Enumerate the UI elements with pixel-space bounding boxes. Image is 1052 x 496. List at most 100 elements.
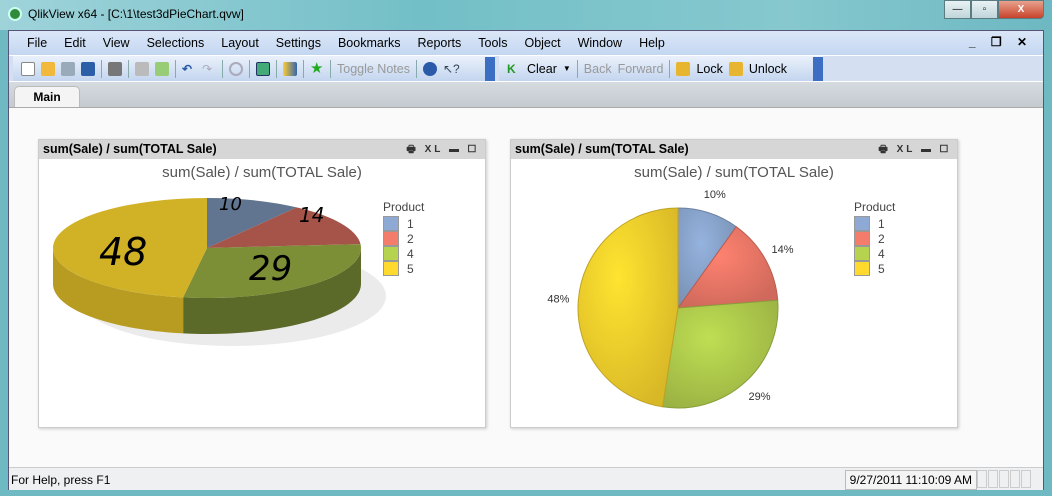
legend-item[interactable]: 4 xyxy=(854,246,895,261)
pie-slice-2[interactable] xyxy=(676,226,779,309)
pie-side-4 xyxy=(183,248,361,334)
legend-item[interactable]: 2 xyxy=(383,231,424,246)
legend-item[interactable]: 5 xyxy=(854,261,895,276)
chart-caption[interactable]: sum(Sale) / sum(TOTAL Sale) 🖶 XL ▬ ☐ xyxy=(511,140,957,159)
legend-item[interactable]: 2 xyxy=(854,231,895,246)
caption-text: sum(Sale) / sum(TOTAL Sale) xyxy=(515,142,689,156)
qlikview-app-icon xyxy=(8,7,22,21)
chart-caption[interactable]: sum(Sale) / sum(TOTAL Sale) 🖶 XL ▬ ☐ xyxy=(39,140,485,159)
chart-wizard-icon[interactable] xyxy=(283,61,297,76)
maximize-button[interactable]: ▫ xyxy=(971,0,998,19)
toggle-notes-button[interactable]: Toggle Notes xyxy=(337,61,410,76)
caption-icons[interactable]: 🖶 XL ▬ ☐ xyxy=(878,144,951,155)
handwritten-annotation: 29 xyxy=(249,249,292,289)
pie-slice-5[interactable] xyxy=(577,207,679,408)
menu-view[interactable]: View xyxy=(102,36,130,50)
menu-edit[interactable]: Edit xyxy=(64,36,86,50)
legend-item[interactable]: 1 xyxy=(383,216,424,231)
minimize-button[interactable]: — xyxy=(944,0,971,19)
legend-swatch xyxy=(383,231,399,246)
forward-button[interactable]: Forward xyxy=(617,61,664,76)
save-icon[interactable] xyxy=(81,61,95,76)
data-label: 48% xyxy=(547,294,569,306)
unlock-icon xyxy=(728,61,743,76)
reload-data-icon[interactable] xyxy=(155,61,169,76)
help-icon[interactable] xyxy=(422,61,437,76)
pie-slice-4[interactable] xyxy=(661,299,779,409)
chart-title: sum(Sale) / sum(TOTAL Sale) xyxy=(162,164,362,181)
legend-swatch xyxy=(854,246,870,261)
status-bar: For Help, press F1 9/27/2011 11:10:09 AM xyxy=(9,467,1043,490)
caption-icons[interactable]: 🖶 XL ▬ ☐ xyxy=(406,144,479,155)
legend-swatch xyxy=(383,261,399,276)
legend-label: 5 xyxy=(407,261,414,276)
legend-label: 1 xyxy=(878,216,885,231)
search-icon[interactable] xyxy=(229,61,243,76)
redo-icon[interactable]: ↷ xyxy=(202,61,213,76)
legend-swatch xyxy=(854,261,870,276)
unlock-button[interactable]: Unlock xyxy=(748,61,788,76)
legend-item[interactable]: 4 xyxy=(383,246,424,261)
legend-label: 2 xyxy=(878,231,885,246)
legend-label: 2 xyxy=(407,231,414,246)
lock-icon xyxy=(676,61,691,76)
menu-tools[interactable]: Tools xyxy=(478,36,508,50)
data-label: 29% xyxy=(748,391,770,403)
title-bar: QlikView x64 - [C:\1\test3dPieChart.qvw]… xyxy=(0,0,1052,30)
data-label: 14% xyxy=(772,244,794,256)
legend-item[interactable]: 5 xyxy=(383,261,424,276)
legend-label: 1 xyxy=(407,216,414,231)
chart-pie[interactable]: sum(Sale) / sum(TOTAL Sale) 🖶 XL ▬ ☐ 10% 1… xyxy=(510,139,958,428)
chart-3d-pie[interactable]: sum(Sale) / sum(TOTAL Sale) 🖶 XL ▬ ☐ 10 14… xyxy=(38,139,486,428)
pie-slice-5[interactable] xyxy=(53,198,208,298)
menu-settings[interactable]: Settings xyxy=(275,36,321,50)
sheet-main: sum(Sale) / sum(TOTAL Sale) 🖶 XL ▬ ☐ 10 14… xyxy=(9,107,1043,467)
legend-item[interactable]: 1 xyxy=(854,216,895,231)
menu-file[interactable]: File xyxy=(27,36,48,50)
legend-title: Product xyxy=(383,200,425,214)
pie-slice-4[interactable] xyxy=(183,244,361,298)
legend-swatch xyxy=(854,231,870,246)
legend: Product 1 2 4 5 xyxy=(383,200,424,276)
star-bookmark-icon[interactable]: ★ xyxy=(310,59,324,77)
pie-slice-2[interactable] xyxy=(207,207,361,248)
legend-swatch xyxy=(383,216,399,231)
legend-label: 5 xyxy=(878,261,885,276)
menu-bookmarks[interactable]: Bookmarks xyxy=(337,36,401,50)
menu-help[interactable]: Help xyxy=(639,36,665,50)
clear-dropdown-chevron[interactable]: ▼ xyxy=(562,64,571,73)
print-icon[interactable] xyxy=(108,61,122,76)
menu-reports[interactable]: Reports xyxy=(417,36,462,50)
tab-main[interactable]: Main xyxy=(14,86,80,108)
window-title: QlikView x64 - [C:\1\test3dPieChart.qvw] xyxy=(28,7,244,21)
close-button[interactable]: X xyxy=(998,0,1044,19)
edit-script-icon[interactable] xyxy=(135,61,149,76)
toolbar: ↶ ↷ ★ Toggle Notes ↖? K Clear ▼ Back Forw… xyxy=(9,56,1043,81)
context-help-icon[interactable]: ↖? xyxy=(442,61,460,76)
handwritten-annotation: 48 xyxy=(99,230,147,274)
pie-svg: 10% 14% 29% 48% xyxy=(547,189,794,409)
handwritten-annotation: 10 xyxy=(219,194,242,215)
toolbar-overflow-chevron[interactable] xyxy=(485,57,495,81)
undo-icon[interactable]: ↶ xyxy=(182,61,193,76)
document-window-controls[interactable]: _ ❐ ✕ xyxy=(968,35,1033,49)
legend-title: Product xyxy=(854,200,896,214)
pie-3d-svg: 10 14 29 48 xyxy=(53,194,386,346)
open-folder-icon[interactable] xyxy=(41,61,55,76)
reload-icon[interactable] xyxy=(61,61,75,76)
new-document-icon[interactable] xyxy=(21,61,35,76)
back-button[interactable]: Back xyxy=(583,61,612,76)
legend-label: 4 xyxy=(878,246,885,261)
menu-window[interactable]: Window xyxy=(577,36,623,50)
sheet-tabs: Main xyxy=(9,82,1043,108)
lock-button[interactable]: Lock xyxy=(696,61,723,76)
menu-selections[interactable]: Selections xyxy=(146,36,205,50)
menu-object[interactable]: Object xyxy=(524,36,561,50)
pie-slice-1[interactable] xyxy=(207,198,297,248)
chart-title: sum(Sale) / sum(TOTAL Sale) xyxy=(634,164,834,181)
toolbar-overflow-chevron[interactable] xyxy=(813,57,823,81)
clear-button[interactable]: Clear xyxy=(527,61,557,76)
status-datetime: 9/27/2011 11:10:09 AM xyxy=(844,470,977,490)
menu-layout[interactable]: Layout xyxy=(221,36,259,50)
checkbox-icon[interactable] xyxy=(256,61,270,76)
